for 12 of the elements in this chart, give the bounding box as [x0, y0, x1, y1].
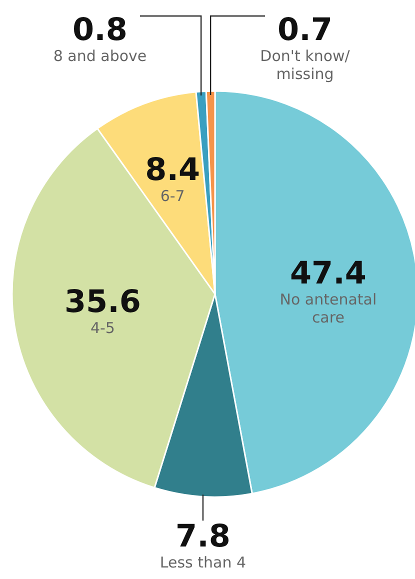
slice-label: Don't know/missing [260, 47, 351, 83]
data-label: 35.6 [64, 284, 141, 320]
slice-label: No antenatal care [280, 290, 377, 327]
slice-label: 6-7 [160, 186, 185, 205]
slice-label: Less than 4 [160, 554, 246, 572]
data-label: 0.8 [72, 12, 128, 48]
data-label: 47.4 [290, 256, 366, 292]
data-label: 8.4 [145, 152, 200, 188]
data-label: 7.8 [176, 518, 230, 555]
slice-label: 4-5 [90, 318, 115, 337]
slice-label: 8 and above [53, 47, 147, 65]
data-label: 0.7 [278, 12, 332, 48]
